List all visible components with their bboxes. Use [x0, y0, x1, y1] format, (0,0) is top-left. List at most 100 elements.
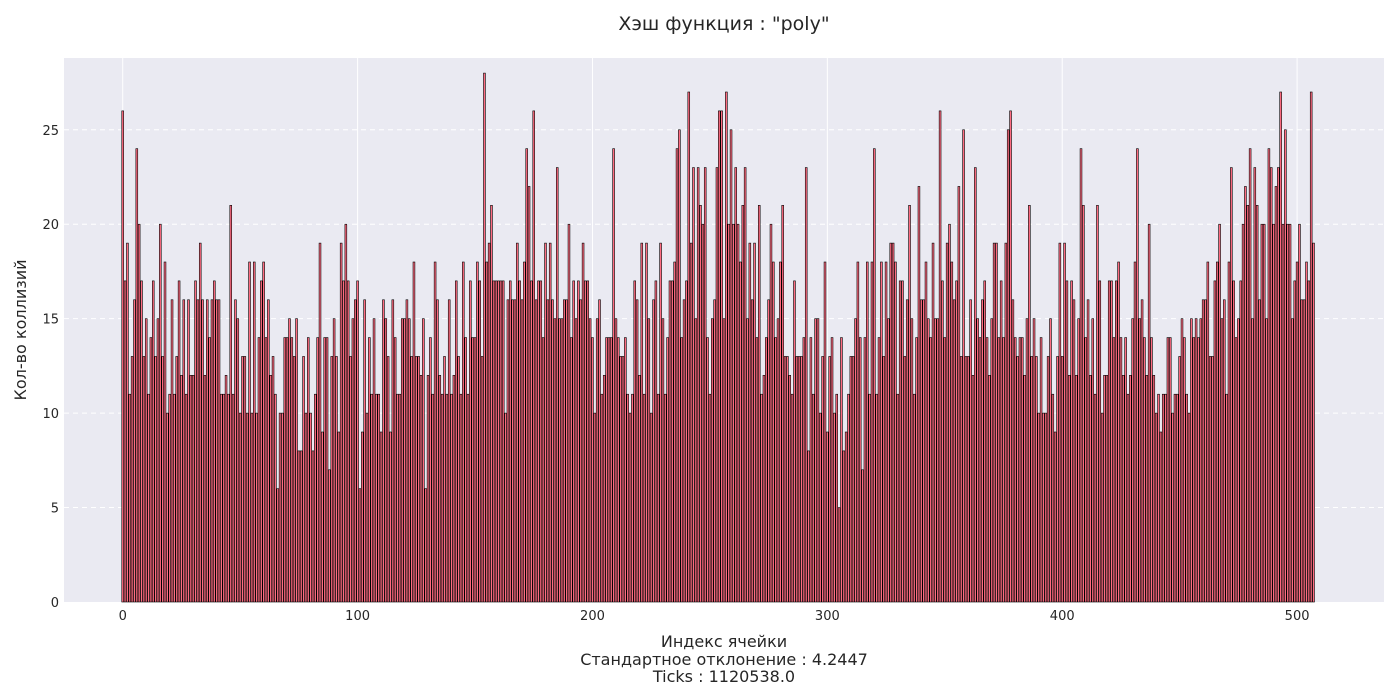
bar	[1267, 148, 1271, 603]
bar	[194, 280, 197, 603]
bar	[459, 393, 463, 603]
bar	[1032, 318, 1036, 603]
bar	[945, 242, 949, 603]
bar	[795, 356, 799, 603]
bar	[711, 318, 714, 603]
bar	[868, 393, 871, 603]
bar	[581, 242, 585, 603]
bar	[1298, 223, 1301, 603]
bar	[142, 356, 146, 603]
bar	[1058, 242, 1062, 603]
bar	[924, 261, 928, 603]
bar	[276, 488, 279, 603]
bar	[471, 337, 474, 603]
bar	[398, 393, 402, 603]
bar	[880, 261, 883, 603]
bar	[255, 412, 258, 603]
bar	[501, 280, 505, 603]
bar	[1065, 280, 1069, 603]
bar	[661, 318, 665, 603]
bar	[830, 337, 834, 603]
bar	[213, 280, 216, 603]
bar	[123, 280, 127, 603]
bar	[1157, 393, 1160, 603]
bar	[1093, 393, 1097, 603]
bar	[964, 356, 968, 603]
bar	[497, 280, 500, 603]
bar	[1025, 318, 1029, 603]
bar	[858, 337, 862, 603]
bar	[1044, 412, 1048, 603]
bar	[1051, 393, 1055, 603]
bar	[809, 337, 813, 603]
bar	[422, 318, 425, 603]
bar	[555, 167, 559, 603]
ticks-label: Ticks : 1120538.0	[652, 667, 795, 686]
bar	[1286, 223, 1289, 603]
bar	[645, 242, 648, 603]
bar	[602, 375, 606, 603]
bar	[755, 337, 759, 603]
bar	[1187, 412, 1191, 603]
bar	[861, 469, 864, 603]
bar	[297, 450, 301, 603]
bar	[257, 337, 261, 603]
bar	[1021, 337, 1024, 603]
std-deviation-label: Стандартное отклонение : 4.2447	[580, 650, 868, 669]
bar	[687, 91, 691, 603]
bar	[936, 318, 939, 603]
bar	[478, 280, 481, 603]
bar	[462, 261, 465, 603]
bar	[400, 318, 404, 603]
bar	[560, 318, 564, 603]
bar	[370, 393, 373, 603]
bar	[781, 205, 784, 603]
bar	[774, 337, 777, 603]
bar	[135, 148, 139, 603]
bar	[288, 318, 291, 603]
bar	[534, 299, 538, 603]
bar	[715, 167, 719, 603]
bar	[800, 356, 803, 603]
bar	[588, 318, 592, 603]
bar	[694, 318, 698, 603]
bar	[727, 223, 730, 603]
bar	[706, 337, 709, 603]
bar	[156, 318, 160, 603]
bar	[673, 261, 676, 603]
bar	[222, 393, 225, 603]
bar	[1046, 356, 1050, 603]
bar	[675, 148, 679, 603]
bar	[504, 412, 507, 603]
bar	[379, 431, 383, 603]
bar	[804, 167, 808, 603]
bar	[440, 393, 444, 603]
bar	[790, 393, 794, 603]
bar	[591, 337, 594, 603]
bar	[969, 299, 972, 603]
bar	[682, 299, 686, 603]
bar	[1042, 412, 1045, 603]
bar	[1131, 318, 1134, 603]
bar	[147, 393, 150, 603]
bar	[283, 337, 287, 603]
bar	[760, 393, 763, 603]
bar	[847, 393, 850, 603]
bar	[652, 299, 655, 603]
bar	[1107, 280, 1111, 603]
bar	[1169, 337, 1172, 603]
bar	[403, 318, 406, 603]
bar	[264, 337, 268, 603]
bar	[121, 110, 124, 603]
bar	[546, 299, 550, 603]
bar	[511, 299, 514, 603]
bar	[962, 129, 965, 603]
bar	[236, 318, 240, 603]
bar	[464, 337, 467, 603]
bar	[624, 337, 627, 603]
bar	[1274, 186, 1278, 603]
bar	[217, 299, 221, 603]
bar	[1171, 412, 1174, 603]
bar	[614, 318, 618, 603]
bar	[137, 223, 141, 603]
